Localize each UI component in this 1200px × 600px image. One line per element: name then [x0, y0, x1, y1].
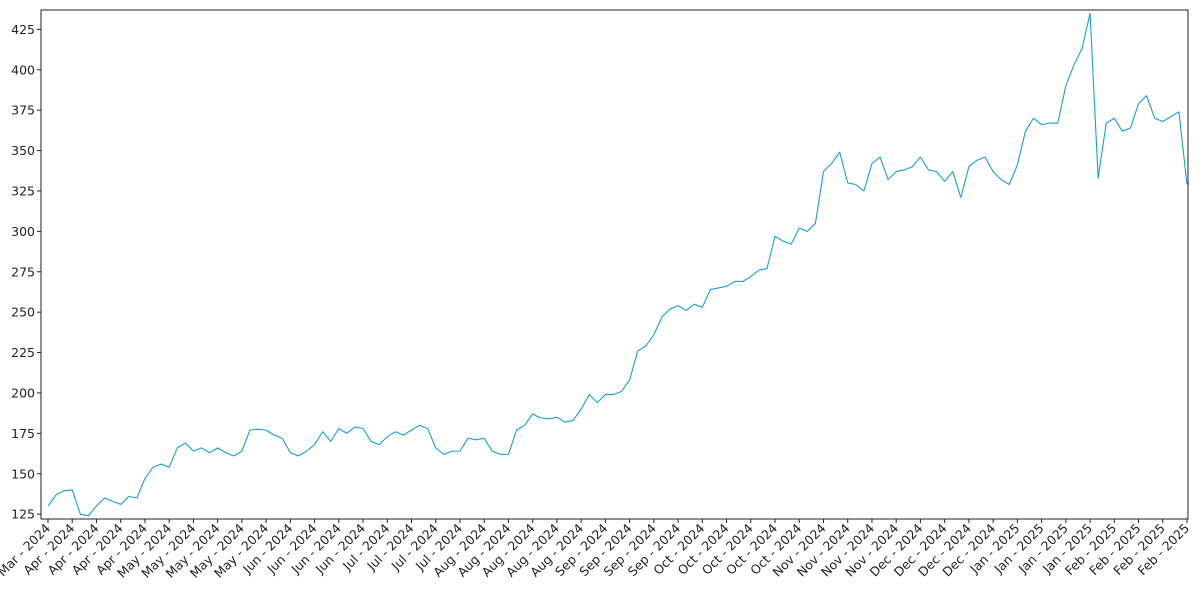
y-tick-label: 125 — [11, 507, 35, 522]
y-tick-label: 150 — [11, 466, 35, 481]
y-tick-label: 325 — [11, 183, 35, 198]
y-tick-label: 225 — [11, 345, 35, 360]
y-tick-label: 425 — [11, 22, 35, 37]
y-tick-label: 375 — [11, 103, 35, 118]
y-tick-label: 175 — [11, 426, 35, 441]
price-line — [47, 12, 1188, 517]
y-tick-label: 200 — [11, 385, 35, 400]
y-tick-label: 250 — [11, 305, 35, 320]
y-tick-label: 400 — [11, 62, 35, 77]
y-tick-label: 275 — [11, 264, 35, 279]
y-tick-label: 300 — [11, 224, 35, 239]
y-tick-label: 350 — [11, 143, 35, 158]
plot-frame — [40, 9, 1189, 520]
